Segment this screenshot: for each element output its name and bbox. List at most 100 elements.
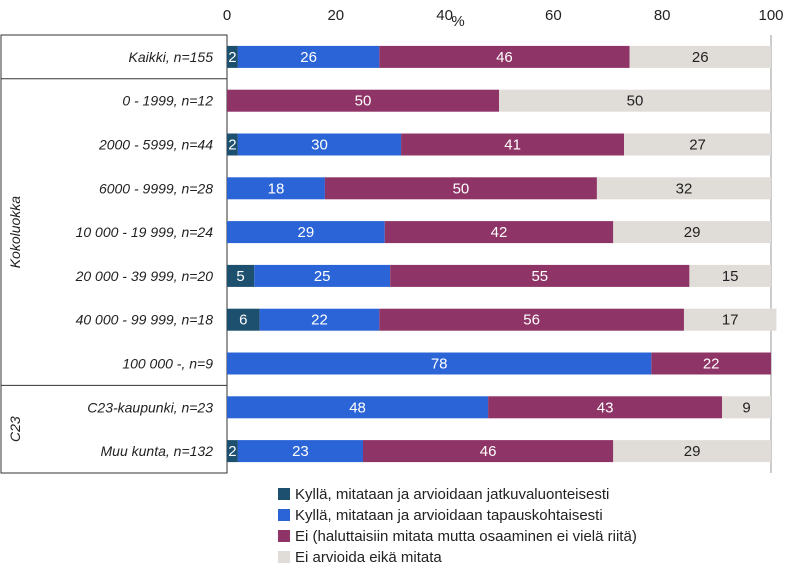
- bar-segment: [683, 308, 777, 331]
- group-label: Kokoluokka: [7, 196, 23, 269]
- x-tick-label: 100: [758, 7, 783, 24]
- bar-segment: [379, 308, 684, 331]
- data-label: 50: [355, 93, 372, 110]
- bar-segment: [651, 352, 771, 375]
- legend: Kyllä, mitataan ja arvioidaan jatkuvaluo…: [278, 486, 637, 566]
- legend-swatch: [278, 509, 290, 521]
- bar-segment: [237, 133, 402, 156]
- data-label: 2: [228, 49, 236, 66]
- bar-segment: [227, 352, 652, 375]
- data-label: 30: [311, 137, 328, 154]
- legend-entry: Ei arvioida eikä mitata: [295, 549, 442, 566]
- x-tick-label: 60: [545, 7, 562, 24]
- x-tick-label: 40: [436, 7, 453, 24]
- data-label: 46: [496, 49, 513, 66]
- legend-entry: Kyllä, mitataan ja arvioidaan jatkuvaluo…: [295, 486, 609, 503]
- bar-segment: [324, 177, 597, 200]
- bar-segment: [488, 396, 723, 419]
- bar-segment: [227, 45, 238, 68]
- data-label: 22: [311, 312, 328, 329]
- data-label: 48: [349, 399, 366, 416]
- data-label: 22: [703, 356, 720, 373]
- data-label: 50: [627, 93, 644, 110]
- legend-swatch: [278, 488, 290, 500]
- category-label: 10 000 - 19 999, n=24: [76, 224, 214, 240]
- legend-entry: Ei (haluttaisiin mitata mutta osaaminen …: [295, 528, 637, 545]
- data-label: 26: [692, 49, 709, 66]
- data-label: 2: [228, 443, 236, 460]
- data-label: 78: [431, 356, 448, 373]
- bar-segment: [629, 45, 771, 68]
- data-label: 17: [722, 312, 739, 329]
- bar-segment: [689, 264, 771, 287]
- category-labels: Kaikki, n=155 0 - 1999, n=12 2000 - 5999, …: [75, 49, 214, 459]
- bar-segment: [390, 264, 690, 287]
- bar-segment: [227, 133, 238, 156]
- bar-segment: [624, 133, 771, 156]
- data-label: 25: [314, 268, 331, 285]
- bar-segment: [237, 440, 363, 463]
- legend-swatch: [278, 551, 290, 563]
- data-label: 55: [531, 268, 548, 285]
- data-label: 5: [236, 268, 244, 285]
- category-label: 40 000 - 99 999, n=18: [76, 312, 214, 328]
- category-label: 100 000 -, n=9: [122, 356, 213, 372]
- x-axis: 0 20 40 60 80 100: [223, 7, 784, 24]
- data-label: 9: [742, 399, 750, 416]
- category-label: Muu kunta, n=132: [101, 443, 214, 459]
- data-label: 29: [298, 224, 315, 241]
- bar-segment: [237, 45, 380, 68]
- bar-segment: [227, 308, 260, 331]
- data-label: 41: [504, 137, 521, 154]
- legend-swatch: [278, 530, 290, 542]
- category-label: Kaikki, n=155: [129, 49, 214, 65]
- category-label: C23-kaupunki, n=23: [87, 399, 213, 415]
- data-label: 42: [491, 224, 508, 241]
- data-label: 15: [722, 268, 739, 285]
- data-label: 2: [228, 137, 236, 154]
- bar-segment: [259, 308, 380, 331]
- data-label: 27: [689, 137, 706, 154]
- data-label: 50: [453, 180, 470, 197]
- bar-segment: [227, 89, 499, 112]
- category-label: 0 - 1999, n=12: [122, 93, 213, 109]
- data-label: 29: [684, 224, 701, 241]
- legend-entry: Kyllä, mitataan ja arvioidaan tapauskoht…: [295, 507, 603, 524]
- category-label: 20 000 - 39 999, n=20: [75, 268, 214, 284]
- data-label: 26: [300, 49, 317, 66]
- data-label: 32: [676, 180, 693, 197]
- bar-segment: [227, 221, 385, 244]
- x-axis-label: %: [451, 13, 464, 30]
- x-tick-label: 0: [223, 7, 231, 24]
- bar-segment: [363, 440, 614, 463]
- bar-segment: [384, 221, 614, 244]
- bar-segment: [613, 221, 771, 244]
- category-label: 2000 - 5999, n=44: [98, 137, 213, 153]
- data-label: 43: [597, 399, 614, 416]
- x-tick-label: 80: [654, 7, 671, 24]
- bar-segment: [722, 396, 771, 419]
- data-label: 18: [268, 180, 285, 197]
- bar-segment: [227, 440, 238, 463]
- group-labels: Kokoluokka C23: [1, 78, 227, 442]
- bar-segment: [401, 133, 625, 156]
- category-label: 6000 - 9999, n=28: [99, 180, 213, 196]
- bar-segment: [613, 440, 771, 463]
- bar-segment: [254, 264, 391, 287]
- group-label: C23: [7, 416, 23, 442]
- x-tick-label: 20: [327, 7, 344, 24]
- bar-segment: [227, 264, 255, 287]
- data-label: 29: [684, 443, 701, 460]
- data-label: 23: [292, 443, 309, 460]
- bar-segment: [596, 177, 771, 200]
- data-label: 6: [239, 312, 247, 329]
- frame-border: [0, 34, 228, 474]
- bar-segment: [227, 177, 325, 200]
- bar-segment: [379, 45, 630, 68]
- data-label: 46: [480, 443, 497, 460]
- data-label: 56: [523, 312, 540, 329]
- bar-segment: [499, 89, 771, 112]
- bar-segment: [227, 396, 489, 419]
